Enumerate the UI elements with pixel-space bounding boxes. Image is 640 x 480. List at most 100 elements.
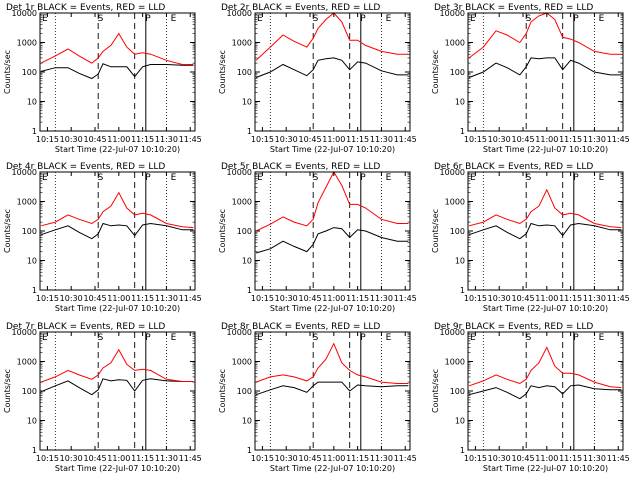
y-tick-label: 1 <box>460 286 465 295</box>
events-series-line <box>468 222 622 240</box>
x-tick-label: 11:15 <box>131 294 154 303</box>
marker-letter: S <box>313 14 319 24</box>
panel-frame <box>254 171 411 291</box>
marker-letter: P <box>145 14 151 24</box>
y-tick-label: 1000 <box>232 358 252 367</box>
x-tick-label: 10:45 <box>298 454 321 463</box>
y-axis-title: Counts/sec <box>218 369 227 413</box>
events-series-line <box>255 57 409 78</box>
x-tick-label: 11:00 <box>535 454 558 463</box>
y-tick-label: 1 <box>32 286 37 295</box>
marker-letter: S <box>526 173 532 183</box>
y-axis-title: Counts/sec <box>431 209 440 253</box>
x-tick-label: 11:15 <box>131 454 154 463</box>
y-tick-label: 100 <box>237 387 252 396</box>
marker-letter: P <box>145 333 151 343</box>
panel-title: Det 6r BLACK = Events, RED = LLD <box>434 162 593 172</box>
x-tick-label: 10:30 <box>275 454 298 463</box>
x-tick-label: 11:45 <box>607 454 630 463</box>
y-tick-label: 10000 <box>440 9 465 18</box>
panel-title: Det 4r BLACK = Events, RED = LLD <box>6 162 165 172</box>
marker-letter: S <box>98 333 104 343</box>
x-axis-title: Start Time (22-Jul-07 10:10:20) <box>483 145 608 154</box>
y-tick-label: 100 <box>22 68 37 77</box>
x-tick-label: 10:15 <box>464 454 487 463</box>
lld-series-line <box>468 346 622 389</box>
marker-letter: E <box>470 14 476 24</box>
x-tick-label: 11:15 <box>346 294 369 303</box>
x-tick-label: 11:15 <box>559 135 582 144</box>
events-series-line <box>468 384 622 400</box>
x-tick-label: 11:30 <box>370 294 393 303</box>
marker-letter: S <box>98 173 104 183</box>
y-tick-label: 1 <box>247 286 252 295</box>
y-tick-label: 100 <box>237 227 252 236</box>
x-tick-label: 11:00 <box>107 135 130 144</box>
lld-series-line <box>40 348 194 383</box>
x-tick-label: 10:45 <box>511 294 534 303</box>
x-tick-label: 11:45 <box>394 294 417 303</box>
y-tick-label: 100 <box>450 227 465 236</box>
y-tick-label: 10 <box>242 417 252 426</box>
x-tick-label: 10:45 <box>298 294 321 303</box>
marker-letter: E <box>386 333 392 343</box>
x-tick-label: 11:00 <box>107 454 130 463</box>
x-tick-label: 10:30 <box>275 135 298 144</box>
y-tick-label: 1000 <box>232 39 252 48</box>
events-series-line <box>468 57 622 78</box>
x-tick-label: 10:30 <box>60 135 83 144</box>
x-axis-title: Start Time (22-Jul-07 10:10:20) <box>55 145 180 154</box>
x-tick-label: 10:45 <box>298 135 321 144</box>
panel-frame <box>39 12 196 132</box>
y-tick-label: 10000 <box>227 9 252 18</box>
y-tick-label: 10 <box>27 257 37 266</box>
lld-series-line <box>468 188 622 229</box>
x-tick-label: 11:00 <box>535 294 558 303</box>
x-tick-label: 11:30 <box>155 294 178 303</box>
y-axis-title: Counts/sec <box>3 369 12 413</box>
x-tick-label: 11:15 <box>346 454 369 463</box>
x-tick-label: 11:30 <box>370 135 393 144</box>
x-tick-label: 11:45 <box>607 294 630 303</box>
y-tick-label: 1000 <box>17 39 37 48</box>
events-series-line <box>255 381 409 396</box>
x-tick-label: 11:45 <box>394 454 417 463</box>
x-tick-label: 11:45 <box>179 294 202 303</box>
panel-frame <box>39 331 196 451</box>
x-tick-label: 11:30 <box>583 135 606 144</box>
lld-series-line <box>255 12 409 61</box>
x-tick-label: 10:15 <box>251 135 274 144</box>
x-axis-title: Start Time (22-Jul-07 10:10:20) <box>55 304 180 313</box>
x-tick-label: 10:30 <box>60 454 83 463</box>
lld-series-line <box>468 12 622 59</box>
panel-title: Det 1r BLACK = Events, RED = LLD <box>6 3 165 13</box>
y-tick-label: 10 <box>455 257 465 266</box>
panel-frame <box>39 171 196 291</box>
y-tick-label: 10000 <box>12 328 37 337</box>
marker-letter: E <box>257 14 263 24</box>
marker-letter: E <box>599 333 605 343</box>
x-tick-label: 10:45 <box>83 135 106 144</box>
y-tick-label: 1000 <box>445 39 465 48</box>
x-tick-label: 11:15 <box>559 454 582 463</box>
lld-series-line <box>255 342 409 384</box>
marker-letter: E <box>470 173 476 183</box>
y-tick-label: 10000 <box>440 168 465 177</box>
events-series-line <box>40 63 194 80</box>
y-tick-label: 10000 <box>440 328 465 337</box>
x-tick-label: 11:00 <box>535 135 558 144</box>
y-tick-label: 1 <box>460 127 465 136</box>
x-axis-title: Start Time (22-Jul-07 10:10:20) <box>270 304 395 313</box>
y-tick-label: 100 <box>450 387 465 396</box>
marker-letter: S <box>98 14 104 24</box>
x-tick-label: 11:15 <box>131 135 154 144</box>
x-tick-label: 10:15 <box>36 294 59 303</box>
x-axis-title: Start Time (22-Jul-07 10:10:20) <box>55 464 180 473</box>
x-tick-label: 11:00 <box>322 454 345 463</box>
x-axis-title: Start Time (22-Jul-07 10:10:20) <box>483 304 608 313</box>
marker-letter: E <box>171 14 177 24</box>
